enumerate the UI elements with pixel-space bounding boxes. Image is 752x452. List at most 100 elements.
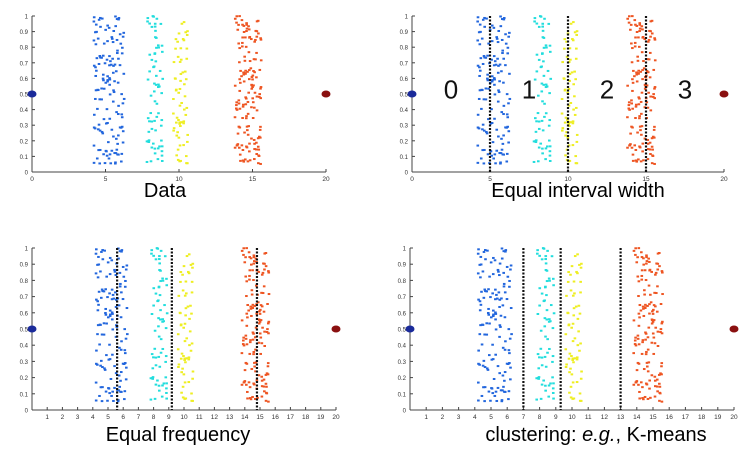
data-point [253,260,256,263]
data-point [156,379,159,382]
data-point [646,58,649,61]
data-point [643,289,646,292]
data-point [478,43,482,46]
data-point [112,29,116,32]
y-tick-label: 0.4 [398,344,407,350]
data-point [147,130,151,133]
data-point [254,348,257,351]
data-point [241,41,244,44]
data-point [498,298,502,301]
data-point [242,30,246,33]
data-point [101,132,105,135]
data-point [648,268,652,271]
y-tick-label: 0.5 [20,328,29,334]
x-tick-label: 11 [585,414,592,421]
data-point [494,63,498,66]
bin-label: 3 [678,75,692,105]
data-point [266,322,270,325]
data-point [482,129,486,132]
data-point [156,158,160,161]
data-point [477,298,480,301]
y-tick-label: 0.6 [398,311,407,317]
data-point [635,380,639,383]
data-point [578,312,582,315]
data-point [244,45,248,48]
data-point [177,365,180,368]
data-point [571,120,575,123]
data-point [150,58,154,61]
data-point [188,344,191,347]
data-point [500,400,504,403]
data-point [565,131,568,134]
data-point [182,373,186,376]
data-point [152,304,155,307]
data-point [191,370,195,373]
data-point [122,72,126,75]
data-point [252,262,256,265]
data-point [248,60,252,63]
data-point [645,70,649,73]
data-point [186,270,190,273]
data-point [105,354,108,357]
data-point [250,293,254,296]
data-point [116,400,120,403]
data-point [660,400,664,403]
data-point [566,136,570,139]
data-point [497,270,500,273]
data-point [502,113,505,116]
data-point [124,279,127,282]
data-point [237,23,240,26]
data-point [482,386,485,389]
data-point [102,118,106,121]
data-point [117,57,120,60]
data-point [542,46,546,49]
data-point [500,399,504,402]
data-point [240,383,244,386]
data-point [576,253,579,256]
data-point [240,319,244,322]
data-point [100,130,104,133]
data-point [651,154,655,157]
data-point [151,367,155,370]
data-point [99,25,102,28]
data-point [566,312,570,315]
x-tick-label: 4 [91,414,95,421]
data-point [145,160,149,163]
data-point [503,379,506,382]
data-point [125,264,129,267]
data-point [628,108,631,111]
data-point [544,389,547,392]
data-point [548,50,552,53]
data-point [482,54,486,57]
data-point [548,159,552,162]
data-point [103,162,107,165]
data-point [537,120,541,123]
data-point [113,80,116,83]
data-point [636,131,639,134]
data-point [257,162,260,165]
data-point [106,24,109,27]
data-point [155,17,159,20]
data-point [660,322,664,325]
data-point [631,15,634,18]
data-point [501,374,505,377]
data-point [99,364,102,367]
data-point [542,74,546,77]
y-tick-label: 0.1 [20,155,29,161]
data-point [145,140,149,143]
y-tick-label: 0.4 [20,108,29,114]
data-point [259,162,262,165]
data-point [158,145,161,148]
data-point [100,250,103,253]
data-point [104,28,107,31]
data-point [547,384,551,387]
data-point [632,319,636,322]
data-point [94,23,98,26]
data-point [480,394,484,397]
data-point [658,265,661,268]
data-point [158,294,162,297]
data-point [544,262,548,265]
data-point [263,390,266,393]
data-point [152,356,155,359]
data-point [560,98,564,101]
